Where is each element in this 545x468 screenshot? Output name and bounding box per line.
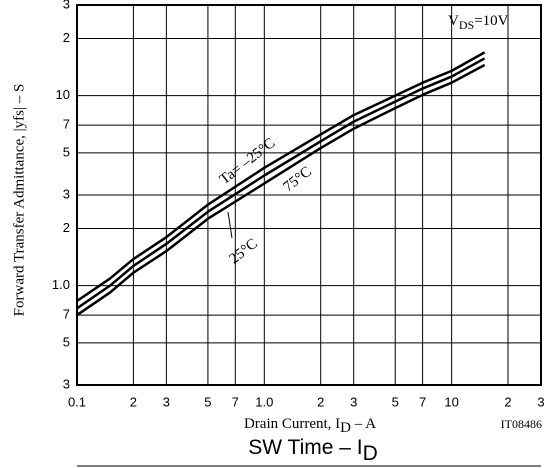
y-axis-label: Forward Transfer Admittance, |yfs| – S bbox=[11, 84, 27, 317]
y-tick-label: 5 bbox=[63, 334, 70, 349]
x-tick-label: 2 bbox=[130, 394, 137, 409]
next-title-sub: D bbox=[363, 442, 378, 465]
y-tick-label: 7 bbox=[63, 117, 70, 132]
condition: VDS=10V bbox=[448, 13, 509, 31]
plot-frame bbox=[76, 4, 542, 386]
next-title-text: SW Time bbox=[248, 436, 333, 459]
x-axis-label-text: Drain Current, I bbox=[244, 416, 340, 432]
y-tick-label: 10 bbox=[56, 87, 70, 102]
x-tick-label: 3 bbox=[350, 394, 357, 409]
x-tick-label: 7 bbox=[419, 394, 426, 409]
condition-text: V bbox=[448, 13, 459, 29]
x-axis-label-sub: D bbox=[340, 420, 351, 436]
y-tick-label: 5 bbox=[63, 144, 70, 159]
y-tick-label: 7 bbox=[63, 307, 70, 322]
x-axis-label-text: – A bbox=[351, 416, 376, 432]
y-tick-label: 3 bbox=[63, 186, 70, 201]
condition-sub: DS bbox=[459, 18, 474, 32]
next-title-text: – I bbox=[333, 436, 362, 459]
label-arrow bbox=[227, 211, 233, 239]
x-tick-label: 2 bbox=[317, 394, 324, 409]
x-tick-label: 2 bbox=[504, 394, 511, 409]
x-tick-label: 7 bbox=[232, 394, 239, 409]
x-tick-label: 5 bbox=[392, 394, 399, 409]
condition-text: =10V bbox=[474, 13, 508, 29]
series-line bbox=[76, 57, 486, 310]
y-tick-label: 3 bbox=[63, 376, 70, 391]
x-tick-label: 1.0 bbox=[255, 394, 273, 409]
series-label: 75°C bbox=[281, 164, 315, 196]
x-axis-label: Drain Current, ID – A bbox=[244, 416, 376, 436]
x-tick-label: 5 bbox=[204, 394, 211, 409]
x-tick-label: 3 bbox=[163, 394, 170, 409]
y-tick-label: 1.0 bbox=[52, 277, 70, 292]
y-tick-label: 2 bbox=[63, 30, 70, 45]
x-tick-label: 3 bbox=[537, 394, 544, 409]
series-line bbox=[76, 51, 486, 303]
y-tick-label: 2 bbox=[63, 220, 70, 235]
series-label: 25°C bbox=[227, 236, 261, 268]
y-tick-label: 3 bbox=[63, 0, 70, 11]
figure-code: IT08486 bbox=[501, 417, 542, 431]
x-tick-label: 0.1 bbox=[68, 394, 86, 409]
series-line bbox=[76, 63, 486, 317]
next-chart-title: SW Time – ID bbox=[248, 436, 378, 465]
x-tick-label: 10 bbox=[444, 394, 458, 409]
